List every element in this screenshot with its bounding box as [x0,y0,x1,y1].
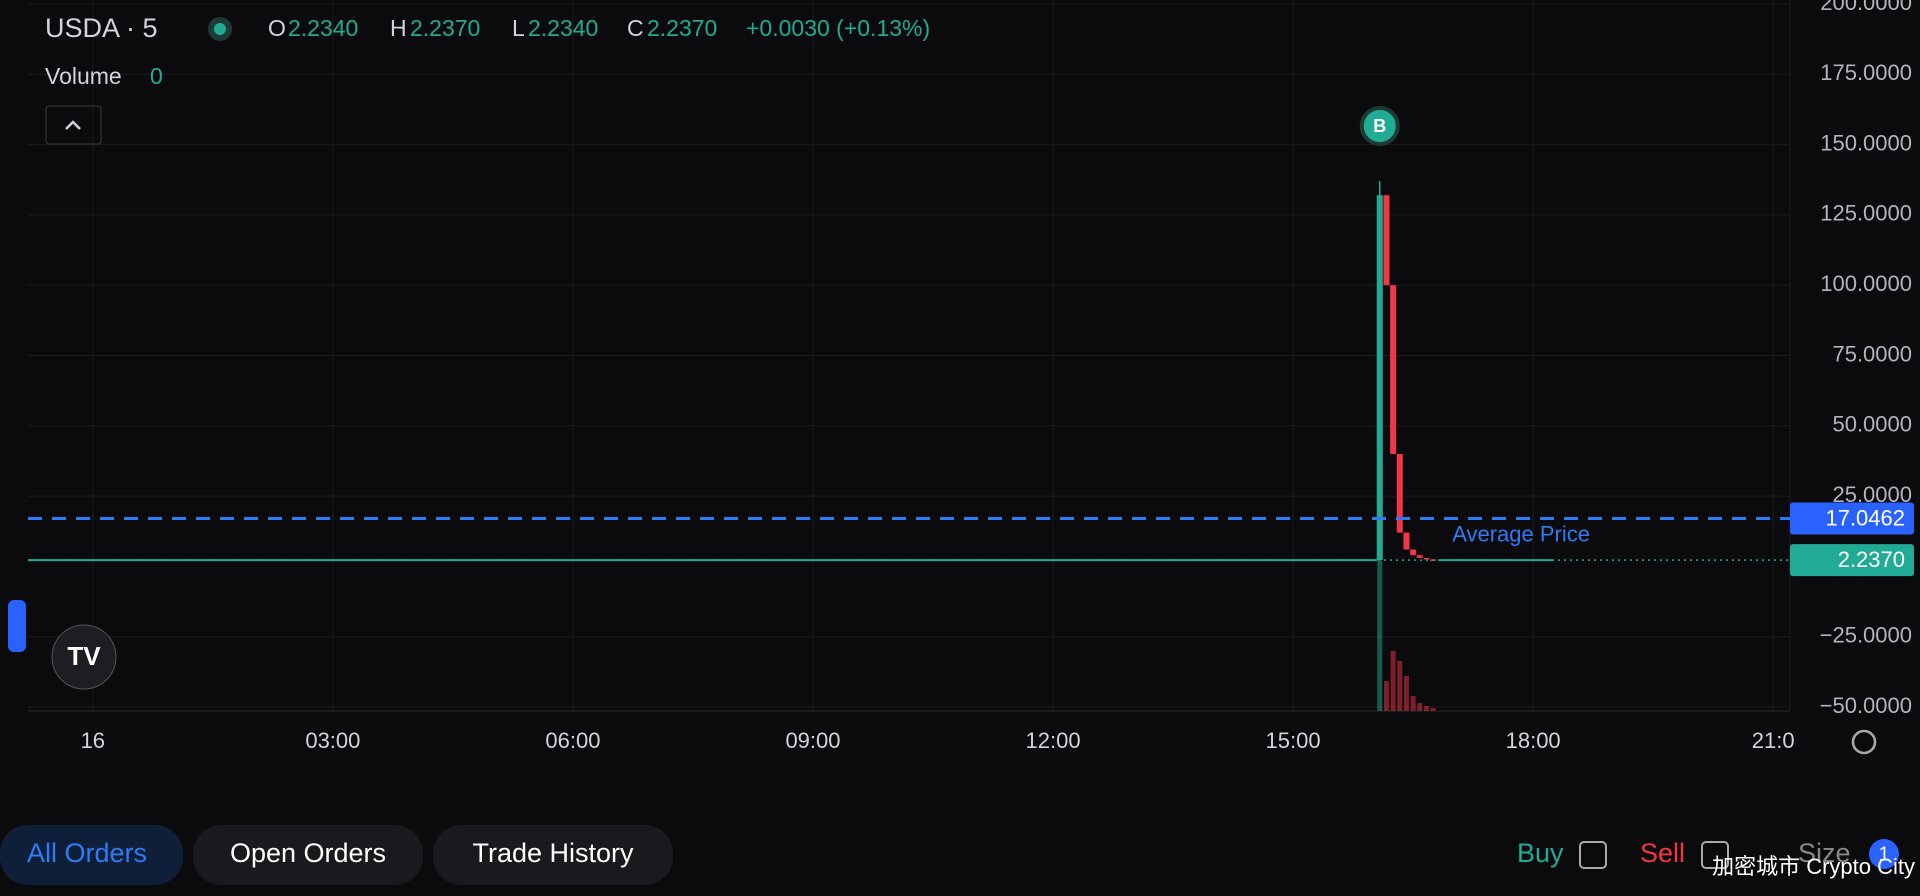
y-tick-label: 150.0000 [1820,130,1912,155]
ohlc-label: L [512,15,525,41]
price-box [1790,544,1914,577]
y-tick-label: 125.0000 [1820,201,1912,226]
candle-body [1423,557,1430,560]
x-tick-label: 12:00 [1026,728,1081,753]
candle-body [1383,195,1390,286]
candle-body [1390,285,1397,454]
tab[interactable] [193,825,423,885]
collapse-button[interactable] [45,105,102,145]
average-price-label: Average Price [1452,521,1590,546]
x-tick-label: 09:00 [785,728,840,753]
settings-icon[interactable] [1851,729,1877,755]
logo-text: TV [67,641,101,671]
x-tick-label: 15:00 [1266,728,1321,753]
tab-label[interactable]: Trade History [472,838,634,868]
ohlc-label: O [268,15,286,41]
x-tick-label: 16 [81,728,105,753]
x-tick-label: 06:00 [545,728,600,753]
trade-marker [1359,106,1400,146]
x-tick-label: 21:0 [1752,728,1795,753]
ohlc-value: 2.2340 [528,15,598,41]
candle-body [1416,555,1423,558]
badge [1869,839,1899,869]
y-tick-label: −25.0000 [1820,623,1912,648]
candle-body [1403,532,1410,550]
logo [51,624,117,690]
ohlc-value: 2.2340 [288,15,358,41]
checkbox[interactable] [1579,841,1607,869]
volume-label: Volume [45,63,122,89]
volume-bar [1410,696,1416,711]
collapse-icon [65,120,81,130]
volume-bar [1397,661,1403,711]
change: +0.0030 (+0.13%) [746,15,930,41]
volume-bar [1377,561,1383,711]
filter-size[interactable]: Size [1798,838,1851,868]
ohlc-value: 2.2370 [410,15,480,41]
y-tick-label: 175.0000 [1820,60,1912,85]
volume-bar [1403,676,1409,711]
symbol: USDA · 5 [45,13,158,43]
volume-bar [1423,706,1429,711]
watermark: 加密城市 Crypto City [1712,854,1915,879]
volume-bar [1430,708,1436,711]
last-price-value: 2.2370 [1838,547,1905,572]
candle-body [1410,549,1417,556]
filter-buy[interactable]: Buy [1517,838,1564,868]
side-toggle[interactable] [8,600,26,652]
tab[interactable] [433,825,673,885]
y-tick-label: 100.0000 [1820,271,1912,296]
candle-body [1376,195,1383,561]
ohlc-value: 2.2370 [647,15,717,41]
filter-sell[interactable]: Sell [1640,838,1685,868]
tab[interactable] [0,825,183,885]
volume-value: 0 [150,63,163,89]
y-tick-label: 75.0000 [1832,341,1912,366]
y-tick-label: −50.0000 [1820,693,1912,718]
x-tick-label: 03:00 [305,728,360,753]
x-tick-label: 18:00 [1506,728,1561,753]
y-tick-label: 200.0000 [1820,0,1912,15]
volume-bar [1383,681,1389,711]
candle-body [1396,453,1403,533]
checkbox[interactable] [1701,841,1729,869]
status-dot [214,23,226,35]
tab-label[interactable]: All Orders [27,838,147,868]
trade-marker-label: B [1373,116,1386,136]
volume-bar [1417,703,1423,711]
badge-count: 1 [1878,843,1889,865]
average-price-value: 17.0462 [1825,505,1905,530]
ohlc-label: C [627,15,644,41]
ohlc-label: H [390,15,407,41]
y-tick-label: 50.0000 [1832,412,1912,437]
tab-label[interactable]: Open Orders [230,838,386,868]
price-box [1790,502,1914,535]
volume-bar [1390,651,1396,711]
